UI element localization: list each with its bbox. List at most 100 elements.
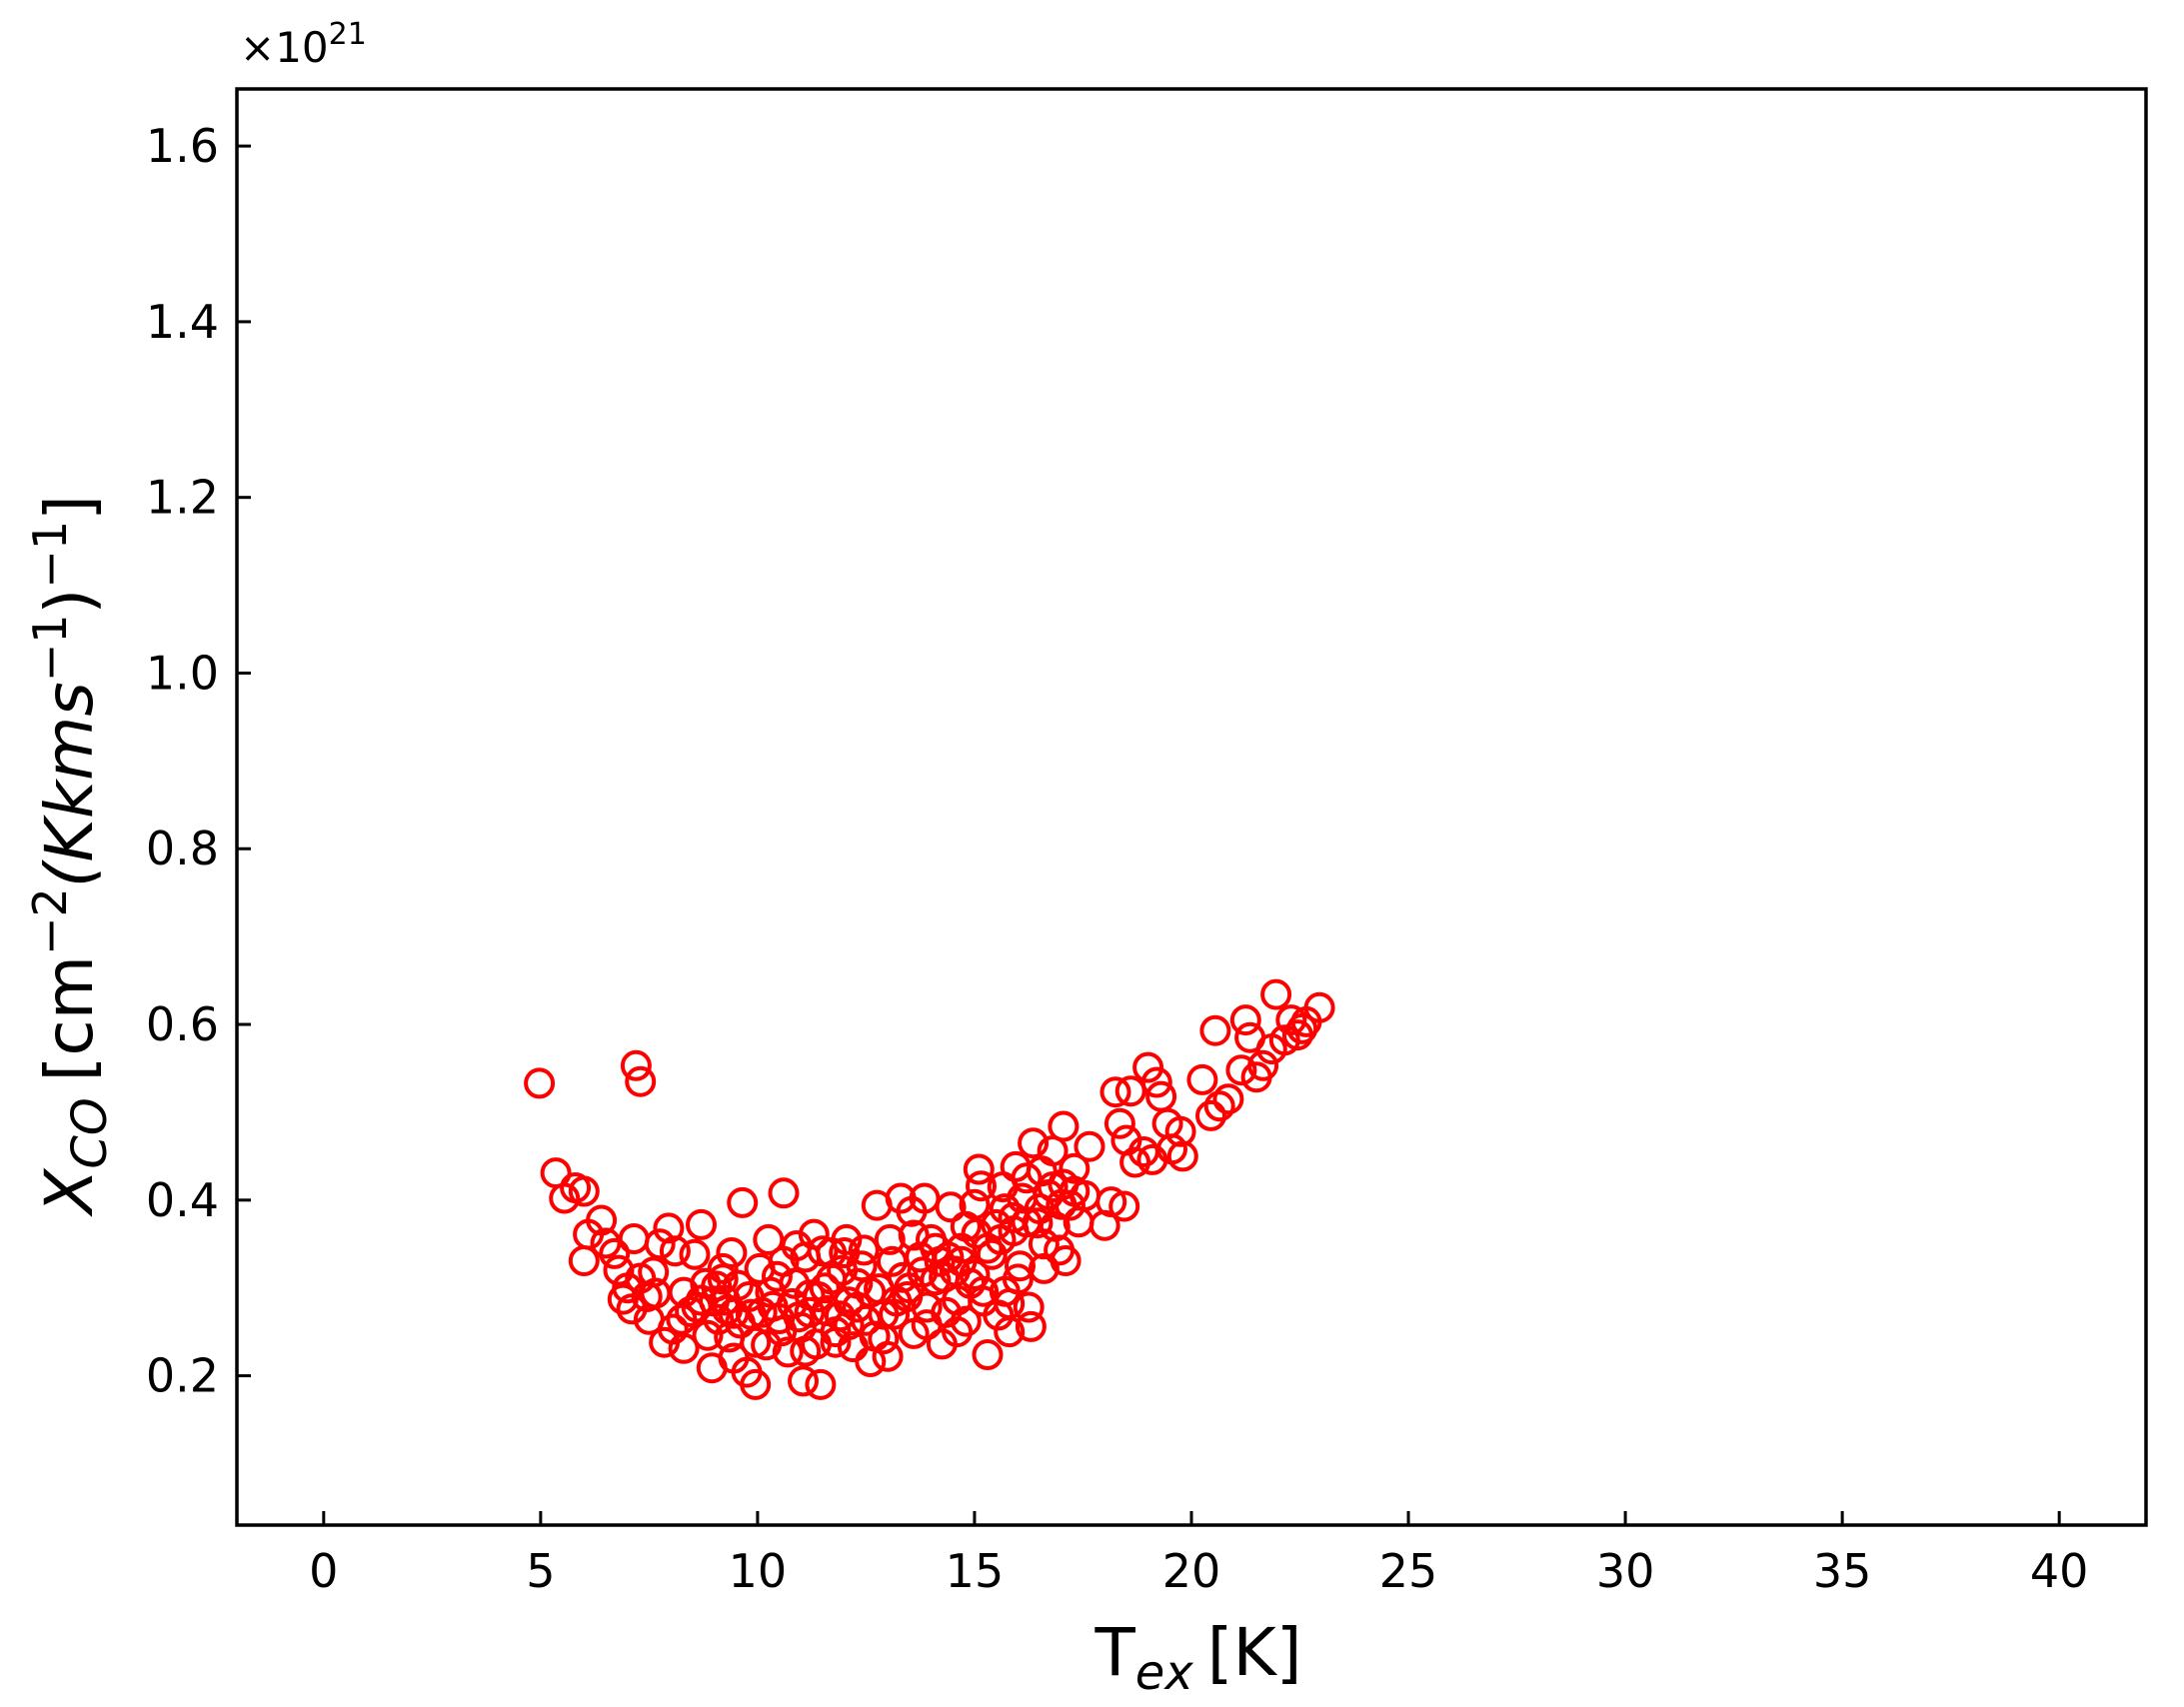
data-point	[1195, 1099, 1226, 1131]
data-point	[929, 1261, 961, 1293]
data-point	[790, 1335, 822, 1367]
x-tick-label: 40	[2030, 1544, 2089, 1598]
data-point	[727, 1186, 759, 1218]
x-tick-label: 0	[309, 1544, 338, 1598]
data-point	[679, 1238, 711, 1270]
x-tick-label: 5	[526, 1544, 555, 1598]
data-point	[1225, 1054, 1257, 1086]
data-point	[805, 1368, 837, 1400]
data-point	[963, 1153, 995, 1185]
data-point	[1095, 1186, 1127, 1218]
x-axis-title: Tex [K]	[1093, 1614, 1301, 1701]
data-point	[612, 1272, 644, 1304]
data-point	[829, 1237, 861, 1268]
x-tick-label: 35	[1813, 1544, 1872, 1598]
data-point	[692, 1319, 724, 1351]
data-point	[809, 1272, 841, 1304]
data-point	[761, 1260, 793, 1292]
data-point	[568, 1245, 600, 1276]
plot-background	[237, 89, 2146, 1525]
data-point	[794, 1296, 826, 1328]
x-tick-label: 10	[729, 1544, 788, 1598]
data-point	[1140, 1066, 1172, 1098]
data-point	[625, 1065, 657, 1097]
y-tick-label: 0.6	[146, 997, 219, 1051]
data-point	[653, 1212, 685, 1244]
data-point	[1164, 1115, 1196, 1147]
y-axis-title: XCO[cm−2(Kkms−1)−1]	[23, 495, 118, 1217]
data-point	[911, 1309, 943, 1341]
x-tick-label: 25	[1379, 1544, 1438, 1598]
data-point	[816, 1263, 848, 1295]
data-point	[1024, 1193, 1056, 1225]
data-point	[898, 1219, 930, 1251]
data-point	[966, 1170, 997, 1202]
data-point	[1229, 1004, 1261, 1036]
data-point	[1048, 1110, 1080, 1142]
data-point	[968, 1275, 1000, 1307]
axis-ticks: 0 5 10 15 20 25 30 35 40 0.2 0.4 0.6 0.8 1.0 1.2 1.4 1.6	[146, 119, 2089, 1598]
data-point	[686, 1208, 717, 1240]
data-point	[935, 1191, 967, 1223]
data-point	[1260, 978, 1292, 1010]
data-point	[772, 1336, 804, 1368]
data-point	[1028, 1252, 1060, 1284]
data-point	[1013, 1291, 1045, 1323]
data-point	[690, 1267, 722, 1299]
y-tick-label: 1.0	[146, 646, 219, 700]
data-point	[1099, 1076, 1131, 1108]
data-point	[1203, 1090, 1235, 1122]
data-point	[1015, 1310, 1047, 1342]
data-point	[1132, 1051, 1164, 1083]
data-point	[785, 1311, 817, 1343]
data-point	[768, 1177, 800, 1209]
data-point	[907, 1256, 939, 1288]
data-point	[877, 1245, 908, 1277]
data-point	[751, 1329, 783, 1361]
data-point	[989, 1193, 1021, 1225]
data-point	[524, 1067, 556, 1099]
data-point	[1037, 1171, 1069, 1203]
x-tick-label: 20	[1162, 1544, 1221, 1598]
data-point	[781, 1230, 813, 1261]
data-point	[1018, 1127, 1050, 1159]
data-point	[644, 1228, 676, 1260]
y-tick-label: 0.2	[146, 1349, 219, 1403]
data-point	[1103, 1107, 1135, 1139]
data-point	[638, 1256, 670, 1288]
y-tick-label: 1.4	[146, 295, 219, 349]
data-point	[620, 1049, 652, 1081]
data-point	[1247, 1049, 1279, 1081]
data-point	[1005, 1250, 1036, 1282]
data-points	[524, 978, 1335, 1400]
data-point	[959, 1259, 991, 1290]
data-point	[950, 1210, 982, 1242]
data-point	[859, 1320, 891, 1352]
data-point	[1303, 991, 1335, 1023]
data-point	[603, 1254, 635, 1286]
data-point	[1059, 1152, 1091, 1184]
data-point	[972, 1339, 1004, 1370]
y-tick-label: 0.4	[146, 1173, 219, 1227]
data-point	[933, 1241, 965, 1273]
data-point	[549, 1182, 581, 1214]
data-point	[716, 1237, 748, 1268]
data-point	[599, 1237, 631, 1269]
data-point	[707, 1263, 739, 1295]
data-point	[746, 1296, 778, 1328]
data-point	[788, 1365, 819, 1397]
data-point	[1212, 1083, 1244, 1115]
data-point	[874, 1223, 906, 1255]
data-point	[1108, 1190, 1140, 1222]
x-tick-label: 15	[946, 1544, 1005, 1598]
data-point	[848, 1234, 880, 1266]
data-point	[1166, 1140, 1198, 1172]
y-tick-label: 1.6	[146, 119, 219, 173]
data-point	[740, 1368, 772, 1400]
data-point	[942, 1316, 974, 1348]
y-tick-label: 1.2	[146, 471, 219, 525]
data-point	[911, 1291, 943, 1323]
y-tick-label: 0.8	[146, 822, 219, 875]
data-point	[976, 1238, 1008, 1270]
